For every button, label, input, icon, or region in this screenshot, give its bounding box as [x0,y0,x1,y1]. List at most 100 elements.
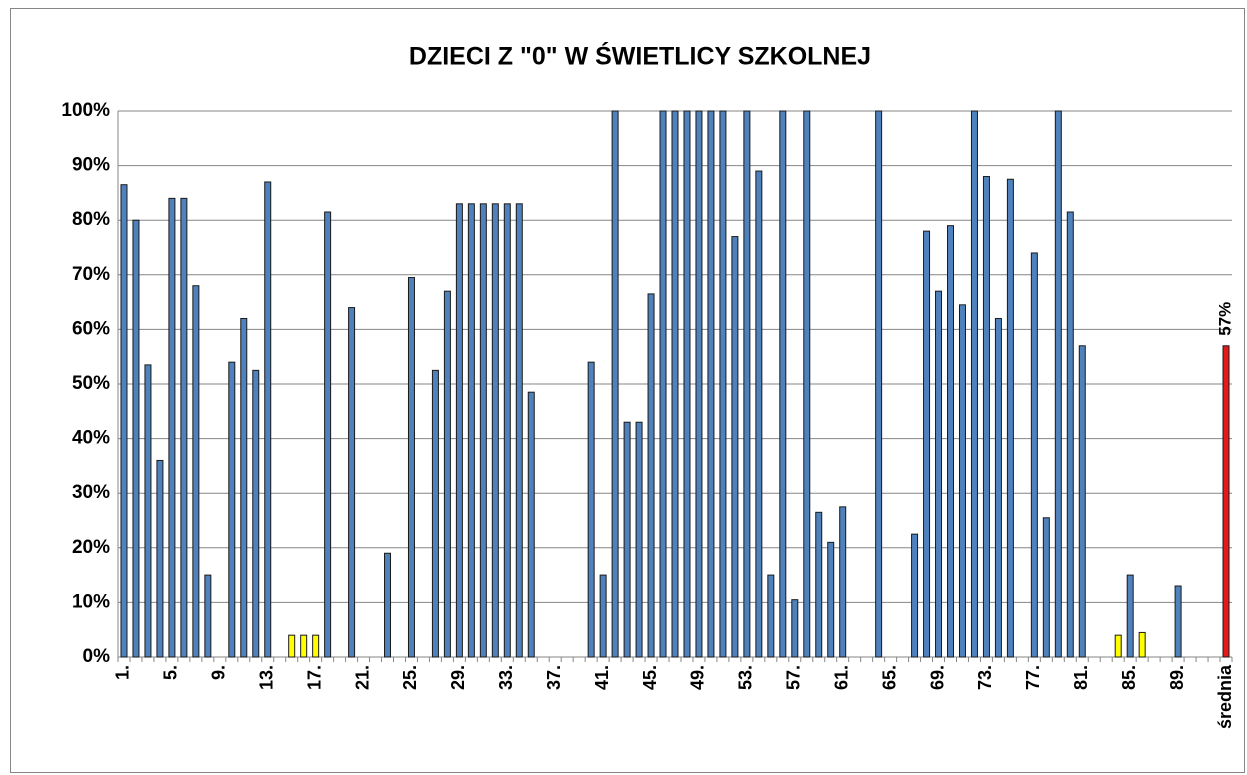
bar [527,391,535,658]
bar [599,574,607,658]
bar [707,110,715,658]
bar [659,110,667,658]
bar [731,236,739,658]
bar [1174,585,1182,658]
y-tick-label: 50% [72,373,110,394]
y-tick-label: 0% [83,646,111,667]
y-tick-label: 30% [72,482,110,503]
x-tick-label: 69. [927,665,947,690]
x-tick-label: 9. [209,665,229,680]
bar [1078,345,1086,658]
bar [935,290,943,658]
bar [252,369,260,658]
bar [503,203,511,658]
chart-title: DZIECI Z "0" W ŚWIETLICY SZKOLNEJ [409,41,871,71]
bar [1042,517,1050,658]
bar [994,317,1002,658]
y-tick-label: 70% [72,264,110,285]
bar [695,110,703,658]
bar [1222,345,1230,658]
bar [923,230,931,658]
bar [767,574,775,658]
bar [839,506,847,658]
bar [970,110,978,658]
bar [384,552,392,658]
y-tick-label: 90% [72,155,110,176]
bar [791,599,799,658]
y-tick-label: 20% [72,537,110,558]
y-tick-label: 10% [72,591,110,612]
bar [180,197,188,658]
bar [743,110,751,658]
bar [1030,252,1038,658]
bar [958,304,966,658]
bar [324,211,332,658]
bar [587,361,595,658]
bar [623,421,631,658]
bar [671,110,679,658]
bar [443,290,451,658]
bar [312,634,320,658]
x-tick-label: 37. [544,665,564,690]
bar [204,574,212,658]
bar [192,285,200,658]
x-tick-label: 49. [688,665,708,690]
bar [755,170,763,658]
bar [156,459,164,658]
bar [300,634,308,658]
bar [1138,631,1146,658]
bar [827,541,835,658]
y-tick-label: 60% [72,318,110,339]
bar [683,110,691,658]
bar [120,184,128,658]
x-tick-label: 25. [400,665,420,690]
bar [815,511,823,658]
y-tick-label: 40% [72,428,110,449]
bar [875,110,883,658]
x-tick-label: 57. [784,665,804,690]
bar [947,225,955,658]
bar [407,277,415,658]
x-tick-label: 85. [1119,665,1139,690]
y-tick-label: 80% [72,209,110,230]
x-tick-label: 29. [448,665,468,690]
bar [144,364,152,658]
x-tick-label: 45. [640,665,660,690]
x-tick-label: 13. [256,665,276,690]
x-tick-label: 1. [113,665,133,680]
x-tick-label: 65. [879,665,899,690]
bar [911,533,919,658]
bar [348,307,356,658]
bar [1114,634,1122,658]
value-label: 57% [1215,302,1234,336]
x-tick-label: 61. [831,665,851,690]
bar [1066,211,1074,658]
bar [455,203,463,658]
bar [1126,574,1134,658]
x-tick-label: 17. [304,665,324,690]
x-tick-label: 33. [496,665,516,690]
bar [467,203,475,658]
x-tick-label: 53. [736,665,756,690]
x-tick-label: 41. [592,665,612,690]
x-tick-label: 21. [352,665,372,690]
x-tick-label: 77. [1023,665,1043,690]
bar [515,203,523,658]
bar [719,110,727,658]
bar [479,203,487,658]
x-tick-label: średnia [1215,664,1235,729]
bar [982,176,990,658]
bar [240,317,248,658]
x-tick-label: 89. [1167,665,1187,690]
bar [1006,178,1014,658]
bar [803,110,811,658]
bar [611,110,619,658]
bar [228,361,236,658]
x-tick-label: 73. [975,665,995,690]
x-tick-label: 81. [1071,665,1091,690]
y-tick-label: 100% [61,100,110,121]
bar [132,219,140,658]
bar [779,110,787,658]
bar [1054,110,1062,658]
